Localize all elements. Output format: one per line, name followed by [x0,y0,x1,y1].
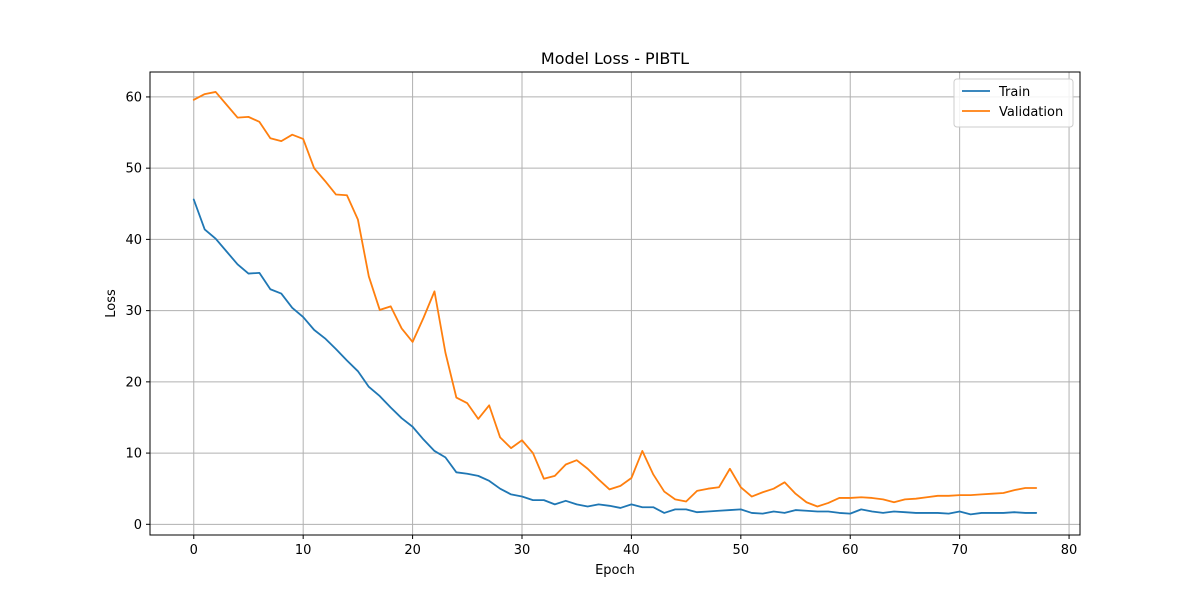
grid [150,72,1080,535]
plot-area-frame [149,71,1081,536]
x-tick-label: 50 [733,543,750,558]
x-tick-label: 0 [190,543,198,558]
series-line-train [192,198,1038,516]
series-group [192,91,1038,516]
y-tick-label: 20 [125,375,142,390]
y-tick-label: 50 [125,162,142,177]
y-tick-label: 40 [125,233,142,248]
y-tick-label: 0 [134,518,142,533]
legend-label-validation: Validation [999,105,1063,120]
x-tick-label: 30 [514,543,531,558]
legend: Train Validation [953,78,1074,128]
x-tick-label: 70 [951,543,968,558]
x-axis-label: Epoch [595,563,635,578]
chart-title: Model Loss - PIBTL [541,49,689,68]
y-tick-label: 60 [125,90,142,105]
y-tick-label: 10 [125,447,142,462]
x-tick-label: 10 [295,543,312,558]
x-tick-label: 40 [623,543,640,558]
x-tick-label: 60 [842,543,859,558]
y-axis-label: Loss [104,289,119,318]
y-tick-label: 30 [125,304,142,319]
legend-label-train: Train [998,85,1030,100]
x-axis-ticks: 0 10 20 30 40 50 60 70 80 [190,535,1078,558]
series-line-validation [192,91,1038,508]
x-tick-label: 20 [404,543,421,558]
y-axis-ticks: 0 10 20 30 40 50 60 [125,90,150,533]
x-tick-label: 80 [1061,543,1078,558]
